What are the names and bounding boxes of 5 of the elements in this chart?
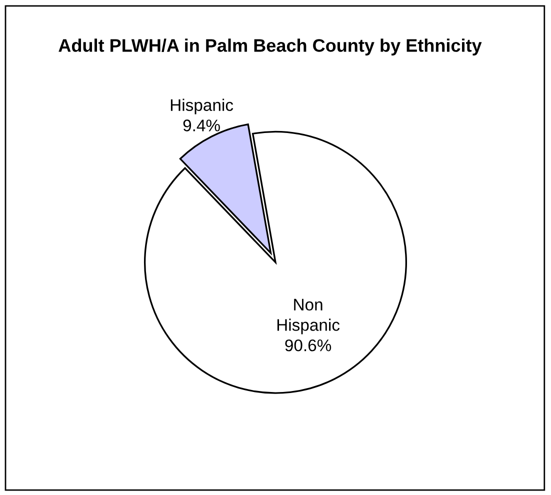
data-label: 90.6%: [285, 339, 332, 352]
data-label: 9.4%: [183, 120, 220, 132]
slice-label: Non Hispanic: [277, 298, 340, 334]
chart-title: Adult PLWH/A in Palm Beach County by Ethnicity: [58, 38, 482, 56]
slice-label: Hispanic: [170, 98, 234, 114]
